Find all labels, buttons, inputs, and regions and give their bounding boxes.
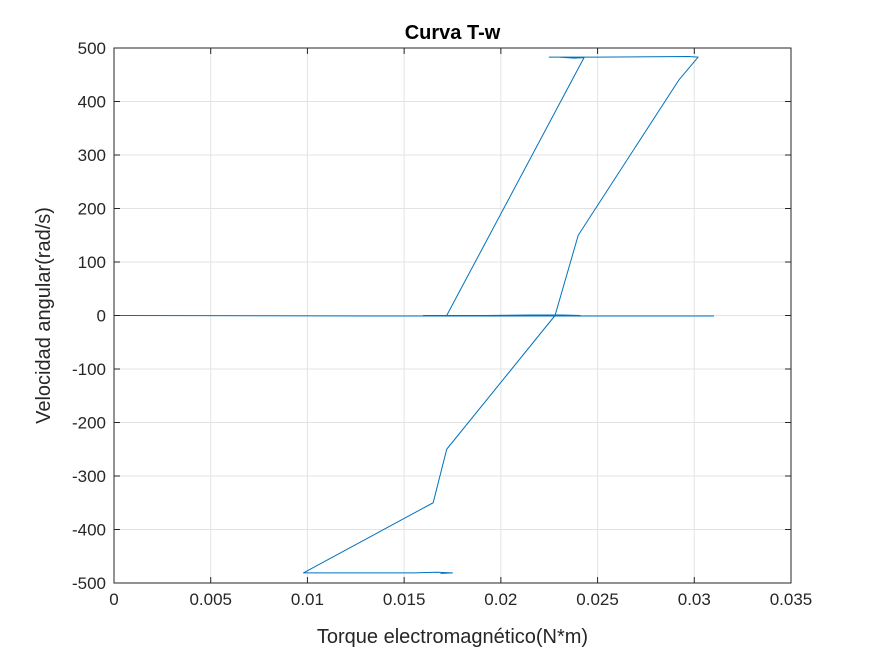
y-tick-label: 300	[78, 146, 106, 165]
y-tick-label: -300	[72, 467, 106, 486]
x-tick-label: 0.03	[678, 590, 711, 609]
y-tick-label: 400	[78, 93, 106, 112]
y-tick-label: 100	[78, 253, 106, 272]
y-tick-label: 0	[97, 307, 106, 326]
y-tick-label: -500	[72, 574, 106, 593]
x-axis-label: Torque electromagnético(N*m)	[317, 626, 588, 648]
series-line	[113, 56, 715, 574]
y-tick-label: -100	[72, 360, 106, 379]
y-tick-label: 200	[78, 200, 106, 219]
tick-labels: 0 0.005 0.01 0.015 0.02 0.025 0.03 0.035 -500 -40…	[72, 39, 812, 609]
x-tick-label: 0.01	[291, 590, 324, 609]
x-tick-label: 0.035	[770, 590, 813, 609]
chart-title: Curva T-w	[405, 22, 501, 44]
y-tick-label: -200	[72, 414, 106, 433]
tick-marks	[113, 47, 792, 584]
x-tick-label: 0	[109, 590, 118, 609]
x-tick-label: 0.025	[576, 590, 619, 609]
y-tick-label: 500	[78, 39, 106, 58]
x-tick-label: 0.02	[484, 590, 517, 609]
x-tick-label: 0.015	[383, 590, 426, 609]
series-layer	[113, 56, 715, 574]
x-tick-label: 0.005	[189, 590, 232, 609]
y-tick-label: -400	[72, 521, 106, 540]
y-axis-label: Velocidad angular(rad/s)	[33, 207, 55, 424]
